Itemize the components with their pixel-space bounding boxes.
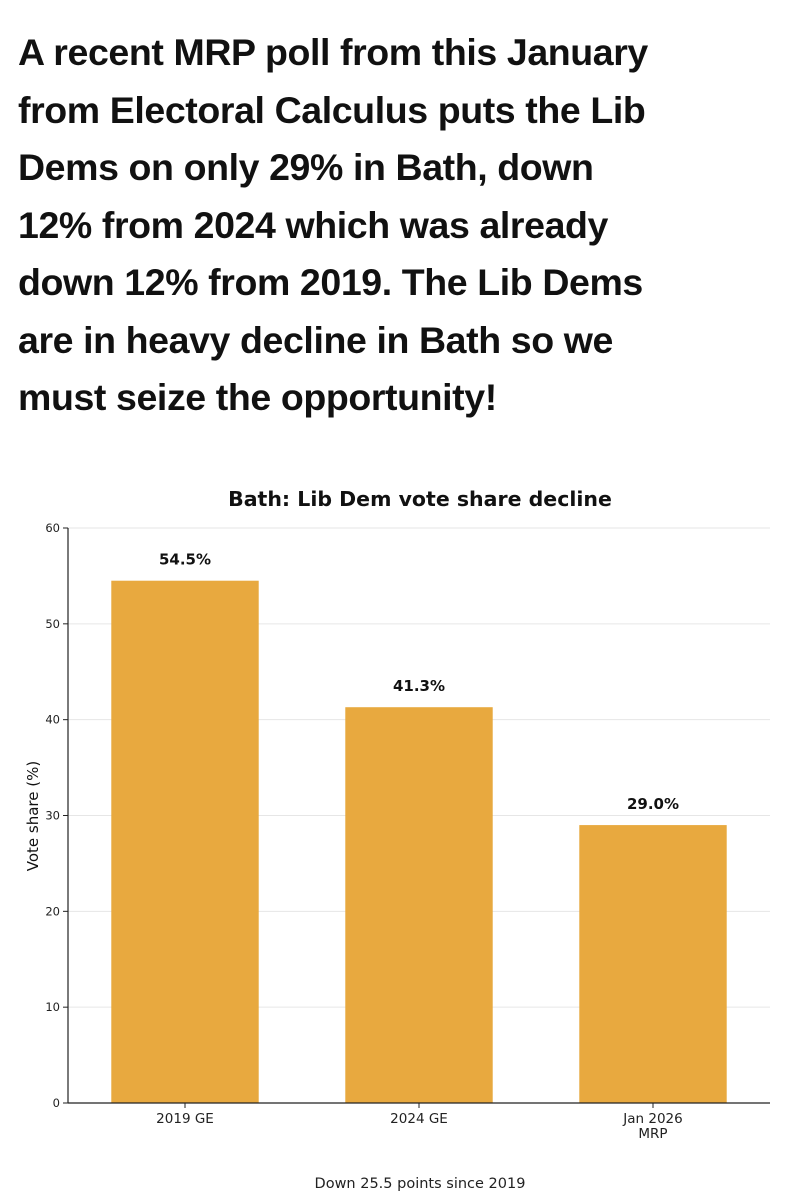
x-tick-label: Jan 2026 MRP bbox=[622, 1111, 682, 1142]
y-axis-label: Vote share (%) bbox=[24, 761, 42, 871]
bar bbox=[345, 707, 493, 1103]
y-tick-label: 40 bbox=[45, 713, 60, 727]
y-tick-label: 10 bbox=[45, 1000, 60, 1014]
y-tick-label: 20 bbox=[45, 904, 60, 918]
data-label: 54.5% bbox=[159, 551, 211, 569]
y-tick-label: 50 bbox=[45, 617, 60, 631]
post-headline: A recent MRP poll from this January from… bbox=[18, 31, 648, 418]
chart-svg: Bath: Lib Dem vote share decline 54.5% 41… bbox=[24, 487, 770, 1192]
data-label: 41.3% bbox=[393, 677, 445, 695]
x-tick-label: 2024 GE bbox=[390, 1111, 448, 1127]
y-tick-label: 60 bbox=[45, 521, 60, 535]
chart-footnote: Down 25.5 points since 2019 bbox=[315, 1176, 526, 1192]
y-tick-label: 0 bbox=[53, 1096, 60, 1110]
axes: 0 10 20 30 40 50 60 2019 GE 2024 GE Jan 2026 MRP bbox=[45, 521, 770, 1142]
bar-chart: Bath: Lib Dem vote share decline 54.5% 41… bbox=[0, 470, 796, 1200]
bar bbox=[579, 825, 727, 1103]
y-tick-label: 30 bbox=[45, 809, 60, 823]
data-label: 29.0% bbox=[627, 795, 679, 813]
bars: 54.5% 41.3% 29.0% bbox=[111, 551, 727, 1103]
x-tick-label: 2019 GE bbox=[156, 1111, 214, 1127]
bar bbox=[111, 580, 259, 1103]
chart-title: Bath: Lib Dem vote share decline bbox=[228, 487, 612, 511]
